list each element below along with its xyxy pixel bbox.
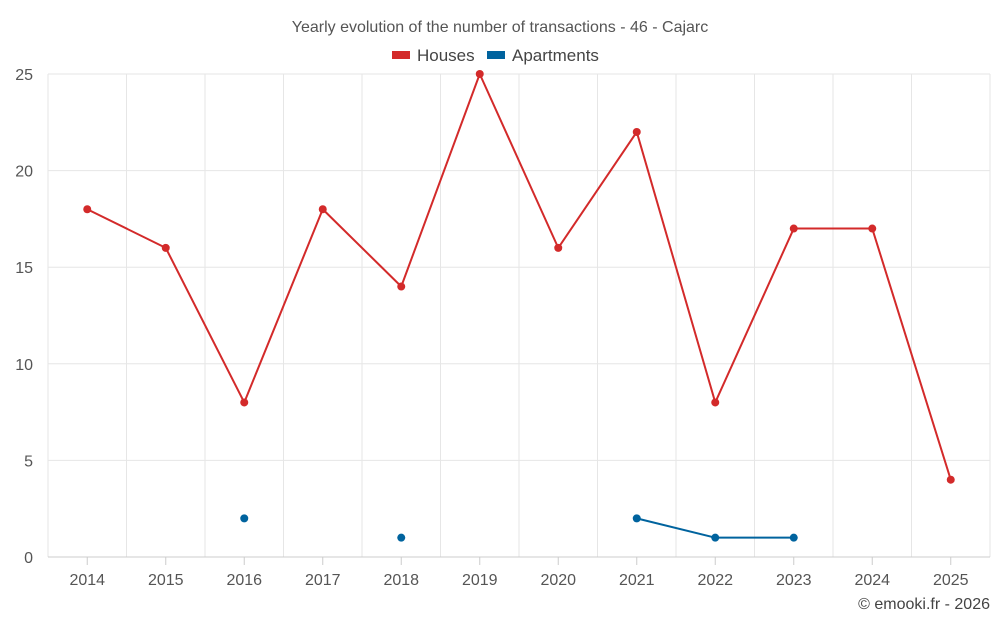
- y-tick-label: 20: [15, 164, 33, 181]
- x-tick-label: 2024: [854, 572, 890, 589]
- x-tick-label: 2020: [540, 572, 576, 589]
- houses-point-2022[interactable]: [711, 398, 720, 407]
- y-tick-label: 10: [15, 357, 33, 374]
- houses-point-2024[interactable]: [868, 224, 877, 233]
- x-tick-label: 2017: [305, 572, 341, 589]
- apartments-point-2022[interactable]: [711, 533, 720, 542]
- x-tick-label: 2022: [697, 572, 733, 589]
- houses-line-segment: [478, 73, 560, 249]
- gridlines: [47, 73, 991, 557]
- houses-point-2017[interactable]: [318, 205, 327, 214]
- houses-point-2023[interactable]: [789, 224, 798, 233]
- x-tick-label: 2018: [383, 572, 419, 589]
- apartments-point-2023[interactable]: [789, 533, 798, 542]
- chart-title: Yearly evolution of the number of transa…: [292, 19, 709, 36]
- series-apartments: [240, 514, 798, 542]
- series-layer: [83, 70, 955, 542]
- y-tick-label: 0: [24, 550, 33, 567]
- apartments-point-2021[interactable]: [632, 514, 641, 523]
- y-tick-label: 25: [15, 67, 33, 84]
- houses-point-2016[interactable]: [240, 398, 249, 407]
- legend-swatch: [392, 51, 410, 59]
- x-tick-label: 2016: [226, 572, 262, 589]
- x-tick-label: 2023: [776, 572, 812, 589]
- legend-item-apartments[interactable]: Apartments: [487, 46, 599, 65]
- apartments-line-segment: [635, 517, 717, 539]
- houses-point-2018[interactable]: [397, 282, 406, 291]
- y-tick-label: 15: [15, 260, 33, 277]
- houses-line-segment: [243, 208, 324, 404]
- legend[interactable]: Houses Apartments: [392, 46, 599, 65]
- houses-line-segment: [714, 227, 795, 404]
- houses-line-segment: [321, 208, 403, 288]
- x-tick-label: 2014: [69, 572, 105, 589]
- legend-item-houses[interactable]: Houses: [392, 46, 475, 65]
- y-tick-label: 5: [24, 453, 33, 470]
- x-tick-label: 2021: [619, 572, 655, 589]
- houses-line-segment: [86, 208, 167, 249]
- x-tick-label: 2025: [933, 572, 969, 589]
- houses-line-segment: [557, 130, 638, 249]
- houses-point-2025[interactable]: [946, 475, 955, 484]
- houses-line-segment: [400, 73, 481, 288]
- houses-point-2021[interactable]: [632, 127, 641, 136]
- legend-label: Apartments: [512, 46, 599, 65]
- legend-swatch: [487, 51, 505, 59]
- apartments-point-2018[interactable]: [397, 533, 406, 542]
- credit-label: © emooki.fr - 2026: [858, 596, 990, 613]
- x-tick-label: 2019: [462, 572, 498, 589]
- legend-label: Houses: [417, 46, 475, 65]
- houses-point-2014[interactable]: [83, 205, 92, 214]
- houses-point-2015[interactable]: [161, 243, 170, 252]
- houses-point-2020[interactable]: [554, 243, 563, 252]
- houses-line-segment: [164, 246, 246, 404]
- series-houses: [83, 70, 955, 484]
- houses-line-segment: [635, 130, 717, 404]
- houses-point-2019[interactable]: [475, 70, 484, 78]
- houses-line-segment: [871, 227, 952, 481]
- x-tick-label: 2015: [148, 572, 184, 589]
- apartments-point-2016[interactable]: [240, 514, 249, 523]
